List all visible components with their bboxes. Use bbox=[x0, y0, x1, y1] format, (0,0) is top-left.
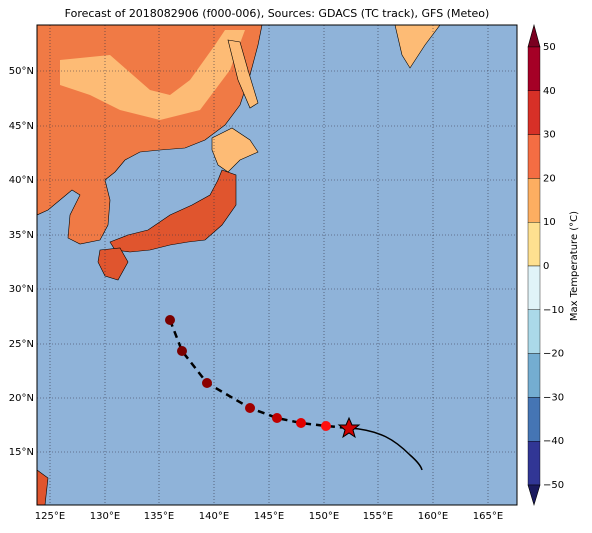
warm-region bbox=[60, 30, 245, 120]
colorbar-tick-label: 30 bbox=[543, 130, 556, 141]
x-tick-label: 145°E bbox=[254, 511, 284, 522]
colorbar-band bbox=[527, 265, 541, 310]
x-tick-label: 130°E bbox=[90, 511, 120, 522]
colorbar-tick-label: 40 bbox=[543, 86, 556, 97]
x-tick-label: 140°E bbox=[199, 511, 229, 522]
y-tick-label: 25°N bbox=[9, 339, 34, 350]
colorbar-tick-label: −50 bbox=[543, 480, 564, 491]
colorbar-tick-label: −20 bbox=[543, 349, 564, 360]
colorbar-band bbox=[527, 134, 541, 179]
past-track bbox=[348, 427, 423, 471]
y-tick-label: 40°N bbox=[9, 175, 34, 186]
colorbar-tick-label: 20 bbox=[543, 173, 556, 184]
x-tick-label: 165°E bbox=[473, 511, 503, 522]
colorbar-band bbox=[527, 309, 541, 354]
y-tick-label: 35°N bbox=[9, 230, 34, 241]
title: Forecast of 2018082906 (f000-006), Sourc… bbox=[65, 7, 490, 20]
y-tick-label: 15°N bbox=[9, 447, 34, 458]
graticule bbox=[37, 25, 517, 505]
x-tick-label: 150°E bbox=[309, 511, 339, 522]
sakhalin bbox=[227, 39, 259, 109]
x-tick-label: 160°E bbox=[418, 511, 448, 522]
colorbar-tick-label: 0 bbox=[543, 261, 549, 272]
y-tick-label: 20°N bbox=[9, 393, 34, 404]
colorbar-band bbox=[527, 221, 541, 267]
y-tick-label: 30°N bbox=[9, 284, 34, 295]
colorbar-band bbox=[527, 353, 541, 398]
kyushu bbox=[97, 247, 129, 281]
colorbar-tick-label: −10 bbox=[543, 305, 564, 316]
x-tick-label: 155°E bbox=[363, 511, 393, 522]
colorbar-tick-label: −30 bbox=[543, 392, 564, 403]
colorbar-band bbox=[527, 397, 541, 442]
map bbox=[37, 25, 517, 505]
current-position bbox=[337, 416, 361, 439]
colorbar-band bbox=[527, 90, 541, 135]
colorbar-band bbox=[527, 178, 541, 223]
storm-positions bbox=[165, 315, 331, 431]
colorbar-tick-label: −40 bbox=[543, 436, 564, 447]
y-tick-label: 50°N bbox=[9, 66, 34, 77]
colorbar-tick-label: 10 bbox=[543, 217, 556, 228]
map-frame bbox=[36, 24, 518, 506]
x-tick-label: 135°E bbox=[144, 511, 174, 522]
colorbar-arrow-bottom bbox=[527, 484, 541, 507]
colorbar-label: Max Temperature (°C) bbox=[569, 211, 580, 321]
y-tick-label: 45°N bbox=[9, 121, 34, 132]
colorbar-tick-label: 50 bbox=[543, 42, 556, 53]
philippines bbox=[37, 469, 49, 505]
x-tick-label: 125°E bbox=[35, 511, 65, 522]
colorbar-band bbox=[527, 46, 541, 91]
colorbar: 50 40 30 20 10 0 −10 −20 −30 −40 −50 Max Temperatur… bbox=[527, 23, 580, 507]
colorbar-arrow-top bbox=[527, 23, 541, 48]
kamchatka bbox=[394, 25, 441, 69]
colorbar-band bbox=[527, 441, 541, 486]
honshu bbox=[109, 169, 237, 253]
